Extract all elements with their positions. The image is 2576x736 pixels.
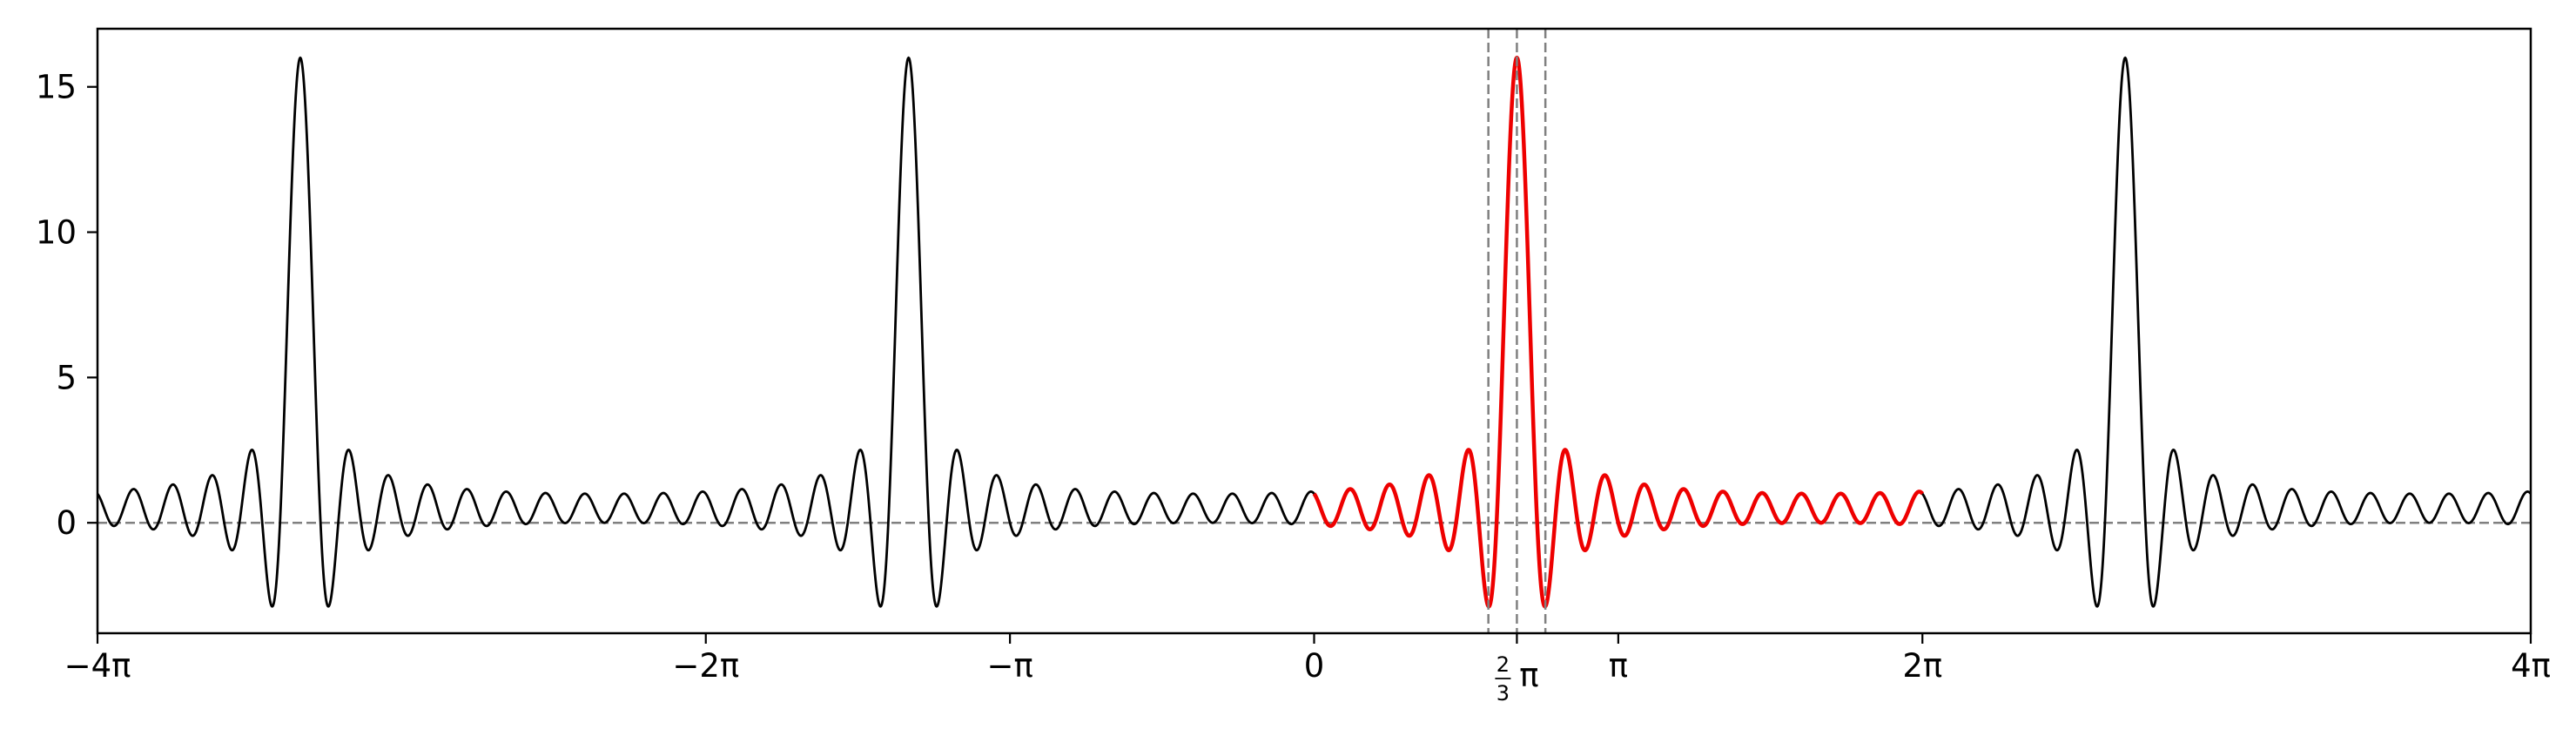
series-full-curve <box>96 56 2532 608</box>
series-highlight-period <box>1312 56 1925 609</box>
x-tick-label-fraction: 2 3 π <box>1495 652 1539 706</box>
x-axis: −4π −2π −π 0 23 π π 2π 4π <box>64 633 2551 706</box>
x-tick-label: 2π <box>1902 647 1942 685</box>
plot-area <box>96 29 2532 633</box>
x-tick-label-numerator: 2 <box>1497 652 1510 677</box>
y-tick-label: 5 <box>56 359 77 396</box>
x-tick-label: −2π <box>672 647 739 685</box>
y-tick-label: 10 <box>36 214 77 252</box>
axes-frame <box>96 27 2532 635</box>
x-tick-label-symbol: π <box>1519 657 1538 694</box>
x-tick-label-denominator: 3 <box>1497 681 1510 706</box>
x-tick-label: 0 <box>1304 647 1325 685</box>
x-tick-label: −4π <box>64 647 131 685</box>
y-tick-label: 15 <box>36 69 77 106</box>
x-tick-label: −π <box>986 647 1032 685</box>
x-tick-label: 4π <box>2511 647 2551 685</box>
x-tick-label: π <box>1609 647 1628 685</box>
y-axis: 0 5 10 15 <box>36 69 98 542</box>
y-tick-label: 0 <box>56 504 77 542</box>
